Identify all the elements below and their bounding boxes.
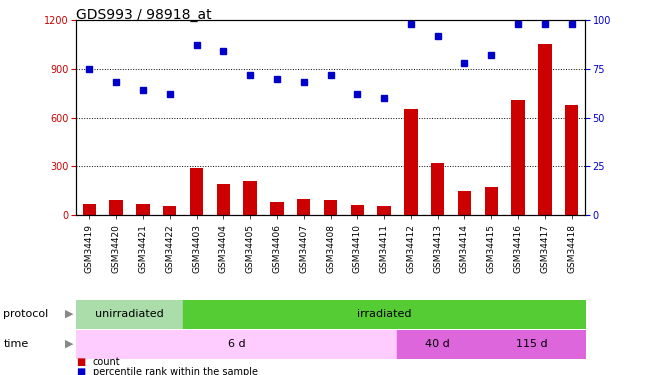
- Bar: [243, 181, 257, 215]
- Text: 6 d: 6 d: [228, 339, 245, 349]
- Bar: [83, 204, 96, 215]
- Bar: [324, 200, 337, 215]
- Bar: [377, 206, 391, 215]
- Text: ■: ■: [76, 367, 85, 375]
- Text: protocol: protocol: [3, 309, 48, 319]
- Bar: [404, 110, 418, 215]
- Text: time: time: [3, 339, 28, 349]
- Bar: [217, 184, 230, 215]
- Text: irradiated: irradiated: [357, 309, 411, 319]
- Bar: [136, 204, 149, 215]
- Bar: [538, 44, 551, 215]
- Bar: [350, 205, 364, 215]
- Bar: [457, 191, 471, 215]
- Text: ▶: ▶: [65, 339, 73, 349]
- Text: ▶: ▶: [65, 309, 73, 319]
- Bar: [190, 168, 204, 215]
- Bar: [431, 163, 444, 215]
- Text: 115 d: 115 d: [516, 339, 547, 349]
- Text: unirradiated: unirradiated: [95, 309, 164, 319]
- Text: percentile rank within the sample: percentile rank within the sample: [93, 367, 258, 375]
- Bar: [512, 100, 525, 215]
- Bar: [485, 187, 498, 215]
- Bar: [163, 206, 176, 215]
- Bar: [110, 200, 123, 215]
- Text: 40 d: 40 d: [425, 339, 450, 349]
- Bar: [270, 202, 284, 215]
- Bar: [297, 199, 311, 215]
- Text: ■: ■: [76, 357, 85, 367]
- Bar: [76, 215, 585, 244]
- Bar: [565, 105, 578, 215]
- Text: count: count: [93, 357, 120, 367]
- Text: GDS993 / 98918_at: GDS993 / 98918_at: [76, 8, 212, 22]
